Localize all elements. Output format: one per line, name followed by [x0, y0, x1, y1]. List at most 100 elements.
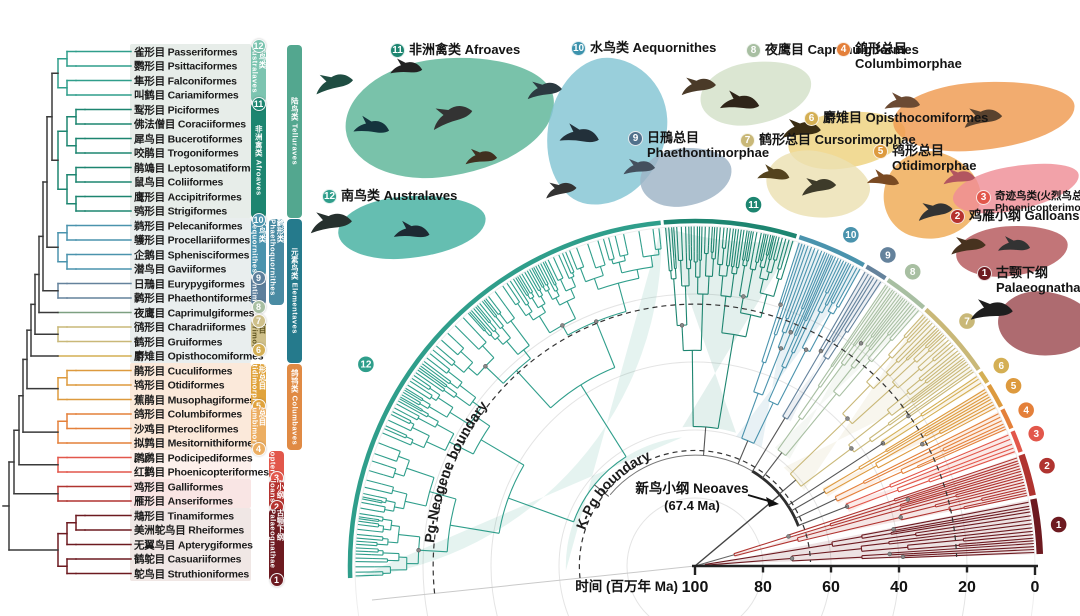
branch — [927, 342, 936, 351]
branch — [872, 318, 888, 338]
clade-strip — [130, 363, 251, 451]
branch — [733, 259, 736, 267]
clade-rim-arc — [1018, 453, 1036, 497]
branch — [897, 468, 949, 489]
clade-wedge — [845, 433, 1016, 513]
branch — [382, 432, 401, 442]
branch — [963, 502, 982, 508]
branch — [939, 515, 1031, 530]
branch — [930, 505, 1030, 525]
cladogram-tree — [2, 50, 132, 575]
branch — [547, 259, 557, 278]
branch — [445, 385, 458, 395]
branch — [674, 268, 677, 279]
branch — [377, 496, 387, 500]
branch — [837, 275, 872, 332]
branch — [811, 255, 834, 305]
branch — [907, 489, 941, 501]
branch — [565, 270, 570, 279]
branch — [517, 303, 527, 317]
clade-label-4: 4 鸽形总目 Columbimorphae — [836, 41, 962, 72]
branch — [942, 436, 968, 450]
branch — [441, 377, 450, 385]
branch — [895, 341, 914, 361]
branch — [977, 534, 1034, 541]
branch — [926, 382, 982, 419]
boundary-arc — [578, 449, 812, 579]
branch — [888, 326, 897, 336]
branch — [963, 535, 985, 540]
branch — [830, 289, 838, 303]
branch-arc — [749, 268, 756, 271]
branch — [871, 294, 900, 332]
branch — [764, 334, 776, 364]
branch — [829, 498, 908, 525]
branch — [505, 305, 515, 319]
svg-text:6: 6 — [998, 361, 1004, 372]
branch — [373, 518, 379, 521]
branch — [778, 284, 787, 305]
branch — [838, 297, 845, 308]
branch — [485, 365, 504, 384]
branch — [759, 260, 762, 267]
branch — [364, 486, 380, 492]
svg-text:10: 10 — [845, 230, 857, 241]
branch — [962, 423, 1004, 444]
fossil-calibration-dot — [845, 416, 850, 421]
branch — [929, 468, 1021, 497]
branch — [921, 432, 941, 444]
branch — [792, 556, 863, 562]
branch — [673, 278, 678, 326]
clade-bar-Columbimorphae: 鸽形总目 Columbimorphae — [251, 407, 266, 450]
branch — [868, 336, 879, 349]
branch — [924, 424, 941, 435]
branch — [367, 541, 378, 544]
svg-text:1: 1 — [1056, 520, 1062, 531]
branch — [840, 277, 875, 332]
branch — [359, 513, 376, 517]
branch — [636, 269, 640, 279]
order-row: 叫鹤目 Cariamiformes — [134, 89, 239, 102]
branch — [733, 535, 789, 555]
branch — [376, 501, 382, 504]
branch — [907, 544, 960, 550]
clade-label-text: 水鸟类 Aequornithes — [590, 40, 717, 55]
clade-number-badge: 8 — [746, 43, 761, 58]
branch — [835, 299, 840, 307]
branch — [852, 324, 868, 346]
branch — [960, 481, 1025, 500]
clade-subtree-Galloanseres — [733, 456, 1028, 558]
branch — [854, 334, 864, 347]
branch — [533, 267, 540, 278]
clade-rim-arc — [986, 384, 1003, 408]
branch — [896, 305, 915, 327]
branch — [376, 539, 383, 541]
branch — [840, 344, 855, 364]
branch — [940, 396, 990, 426]
branch — [429, 491, 457, 500]
branch — [406, 467, 435, 479]
branch — [593, 278, 599, 290]
branch — [773, 292, 789, 335]
order-row: 䴙䴘目 Podicipediformes — [134, 452, 253, 464]
branch — [374, 504, 386, 508]
branch — [530, 288, 534, 293]
branch — [930, 333, 943, 346]
branch — [665, 227, 669, 258]
branch — [405, 387, 420, 398]
branch — [526, 270, 538, 289]
branch — [959, 544, 979, 547]
branch — [773, 236, 780, 256]
fossil-calibration-dot — [741, 294, 746, 299]
branch — [825, 465, 878, 495]
clade-number-badge: 1 — [977, 266, 992, 281]
branch — [954, 428, 1006, 453]
branch — [786, 243, 803, 288]
branch — [871, 339, 892, 363]
branch — [436, 423, 455, 435]
clade-wedge — [783, 313, 975, 491]
branch — [888, 336, 906, 356]
branch — [685, 252, 688, 269]
branch — [356, 543, 369, 546]
branch — [356, 537, 378, 541]
